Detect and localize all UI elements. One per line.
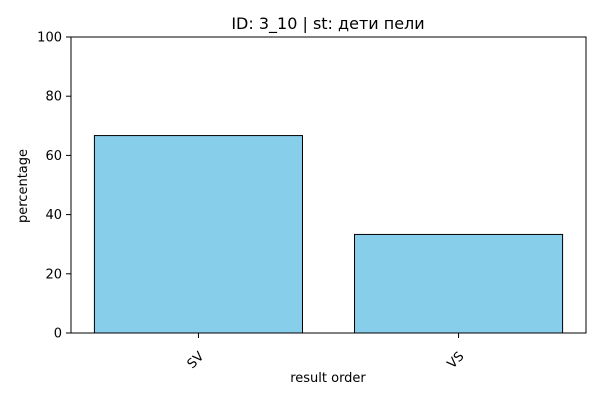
y-tick-label: 0 [54,327,62,342]
y-tick-label: 60 [45,149,62,164]
bars-group [93,135,564,334]
y-axis-label: percentage [16,149,31,223]
bar-vs [354,233,564,334]
y-tick-label: 80 [45,90,62,105]
bar-sv [93,135,303,334]
x-tick-label: VS [445,349,468,372]
x-tick-label: SV [185,349,208,372]
x-axis-ticks: SV VS [185,333,468,372]
y-tick-label: 40 [45,208,62,223]
chart-title: ID: 3_10 | st: дети пели [231,14,424,34]
plot-frame [70,36,587,334]
x-axis-label: result order [290,371,366,386]
y-axis-ticks: 0 20 40 60 80 100 [37,31,71,342]
y-tick-label: 100 [37,31,62,46]
y-tick-label: 20 [45,267,62,282]
